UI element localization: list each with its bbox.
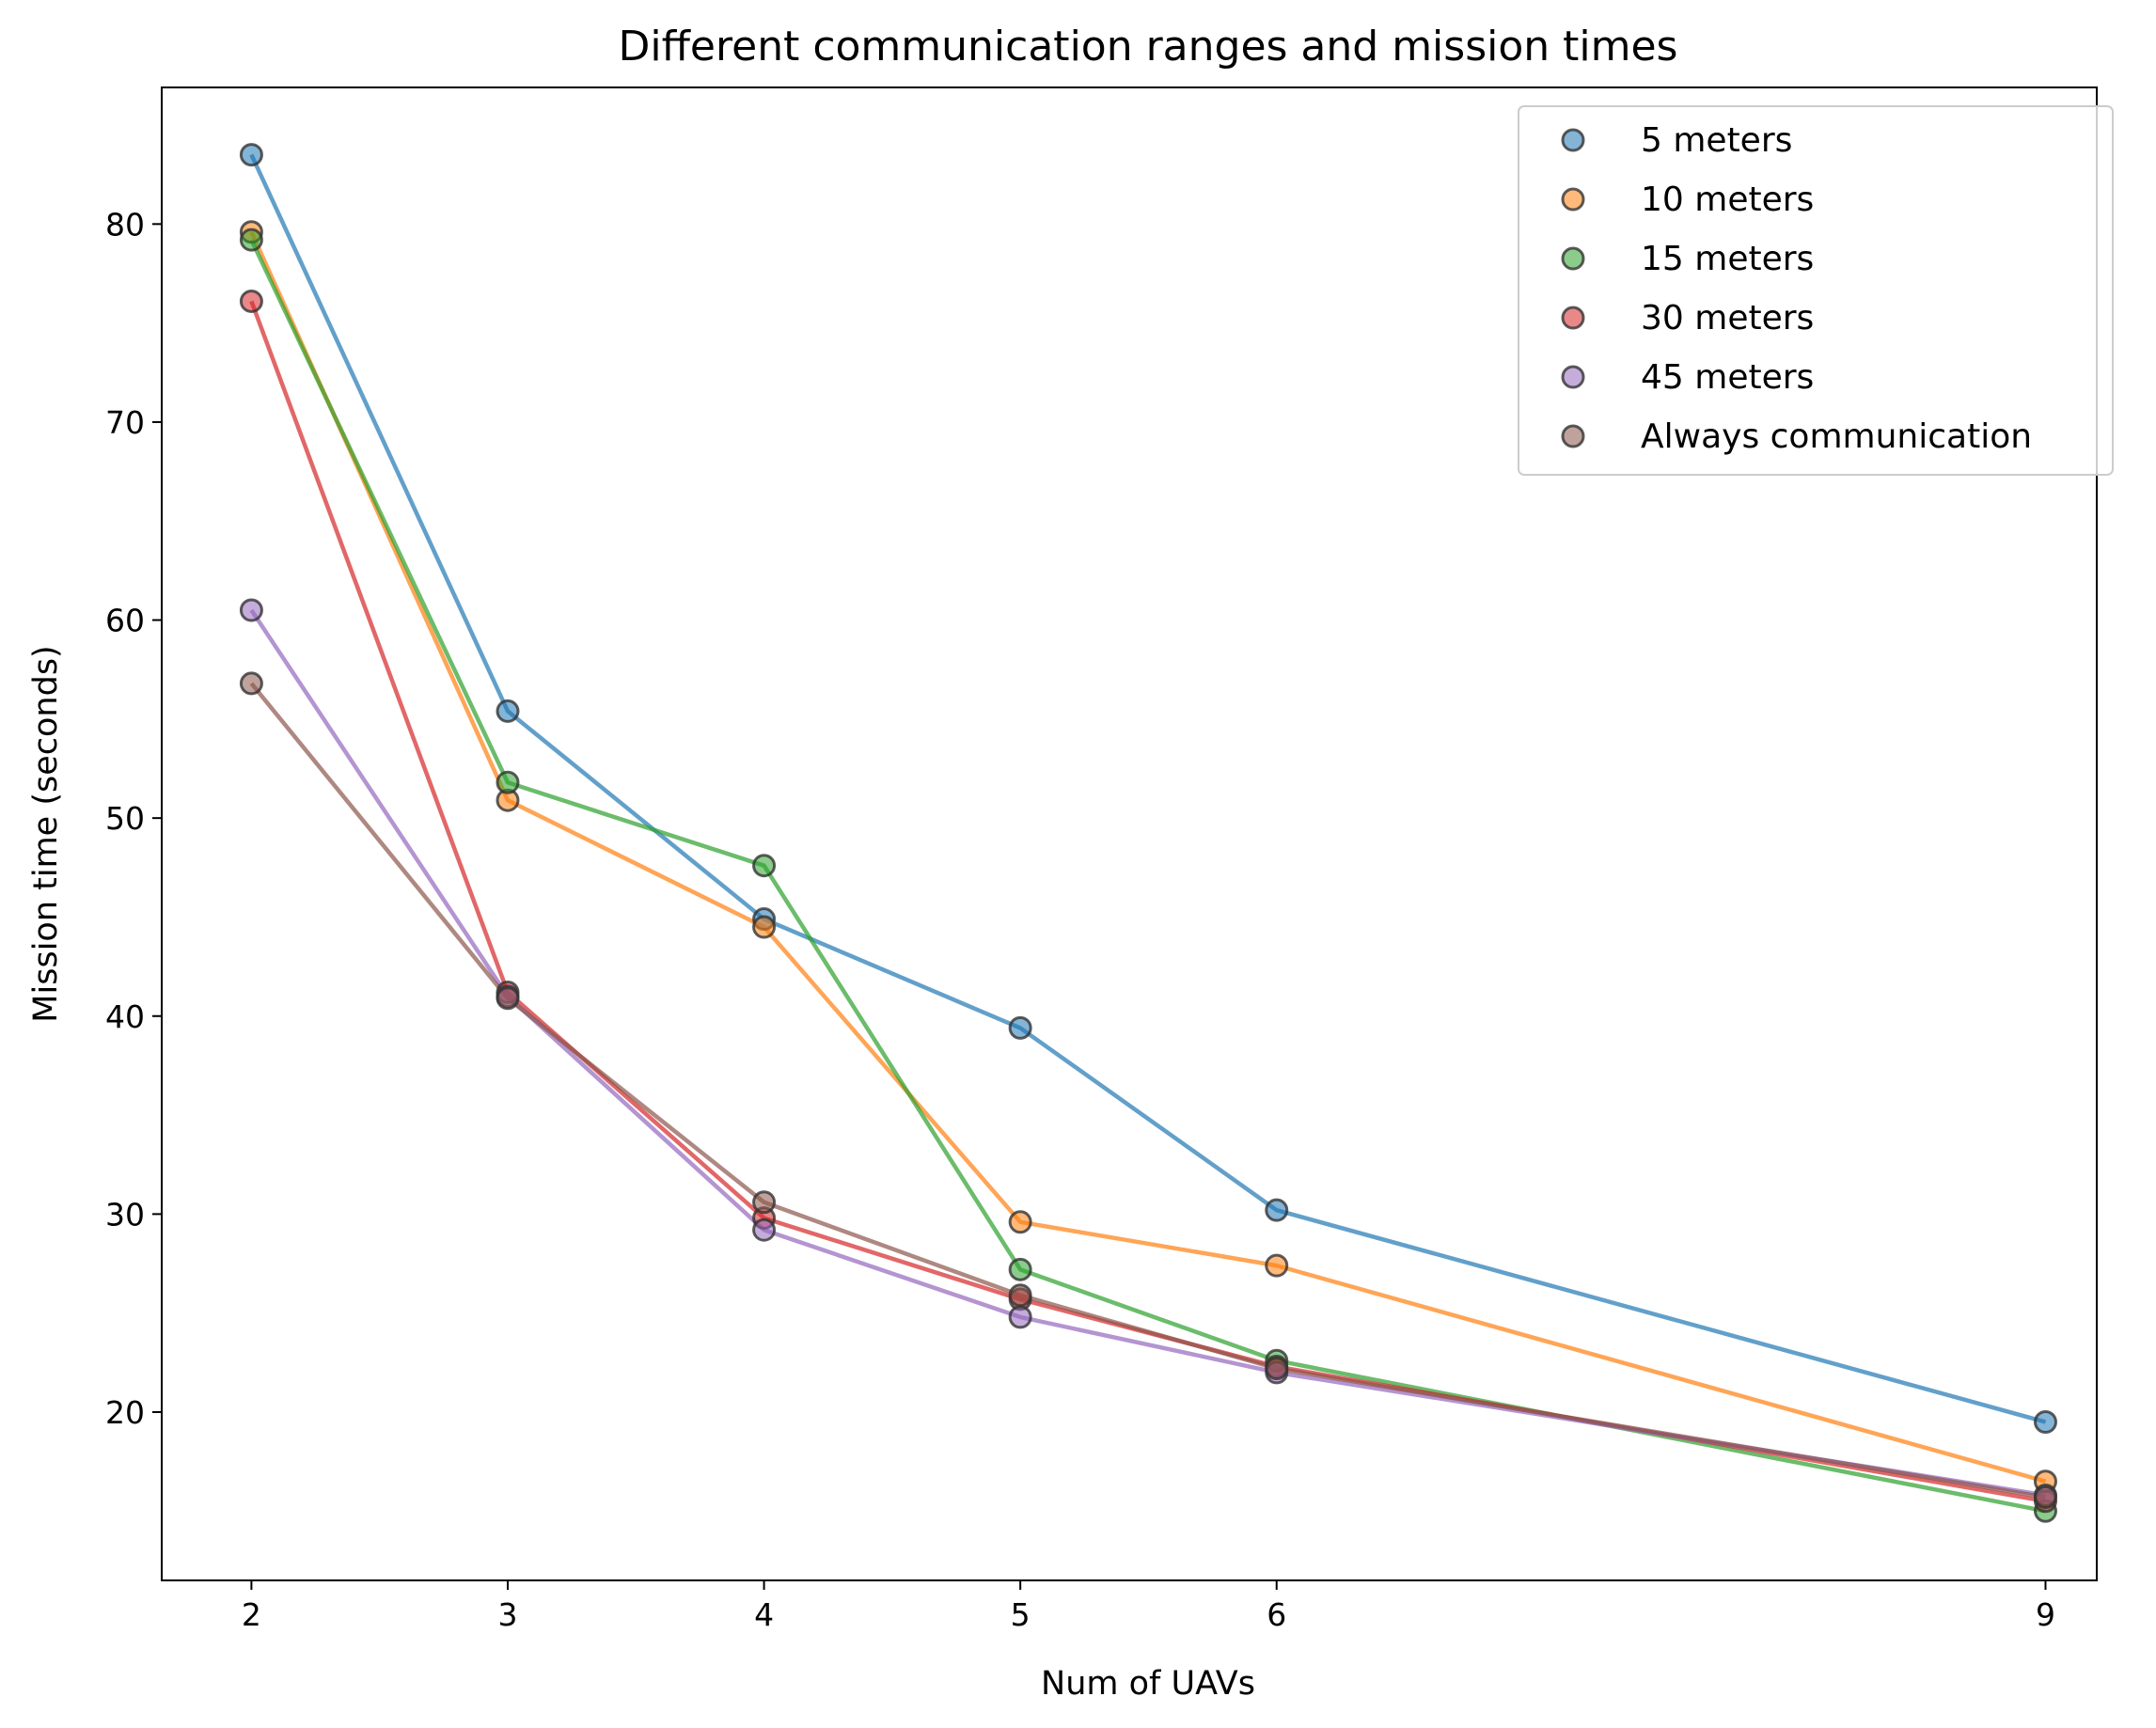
legend-marker bbox=[1561, 424, 1585, 448]
data-point bbox=[496, 986, 520, 1011]
data-point bbox=[496, 770, 520, 794]
data-point bbox=[239, 289, 263, 313]
data-point bbox=[752, 915, 777, 939]
data-point bbox=[752, 854, 777, 878]
y-tick-label: 70 bbox=[105, 404, 145, 441]
x-tick-label: 3 bbox=[497, 1596, 517, 1633]
chart-title: Different communication ranges and missi… bbox=[619, 23, 1678, 71]
data-point bbox=[239, 143, 263, 167]
legend-box bbox=[1518, 105, 2114, 476]
series-line bbox=[249, 608, 2046, 1498]
x-axis-label: Num of UAVs bbox=[1041, 1665, 1255, 1703]
legend-marker bbox=[1561, 128, 1585, 152]
legend-marker bbox=[1561, 306, 1585, 330]
data-point bbox=[1265, 1198, 1289, 1222]
legend-marker bbox=[1561, 365, 1585, 389]
x-tick-label: 6 bbox=[1267, 1596, 1286, 1633]
data-point bbox=[1008, 1283, 1032, 1308]
data-point bbox=[752, 1190, 777, 1215]
y-tick-label: 30 bbox=[105, 1196, 145, 1233]
data-point bbox=[239, 598, 263, 622]
data-point bbox=[239, 671, 263, 696]
data-point bbox=[239, 228, 263, 252]
legend-label: 30 meters bbox=[1641, 299, 1814, 338]
plot-area bbox=[239, 143, 2057, 1523]
legend-marker bbox=[1561, 246, 1585, 271]
data-point bbox=[496, 699, 520, 723]
data-point bbox=[1265, 1253, 1289, 1278]
data-point bbox=[2033, 1410, 2057, 1435]
legend-marker bbox=[1561, 187, 1585, 212]
legend-label: 10 meters bbox=[1641, 181, 1814, 219]
y-axis-label: Mission time (seconds) bbox=[27, 645, 65, 1022]
data-point bbox=[1008, 1305, 1032, 1329]
series-line bbox=[249, 682, 2046, 1500]
x-tick-label: 4 bbox=[754, 1596, 774, 1633]
y-tick-label: 20 bbox=[105, 1394, 145, 1431]
legend-label: 5 meters bbox=[1641, 121, 1792, 160]
y-tick-label: 50 bbox=[105, 800, 145, 837]
plot-frame bbox=[161, 86, 2098, 1581]
y-tick-label: 40 bbox=[105, 998, 145, 1035]
series-line bbox=[249, 239, 2046, 1514]
data-point bbox=[1008, 1257, 1032, 1281]
data-point bbox=[2033, 1485, 2057, 1510]
axis-ticks: 2 3 4 5 6 9 20 30 40 50 60 70 80 bbox=[105, 206, 2055, 1633]
x-tick-label: 5 bbox=[1011, 1596, 1031, 1633]
y-tick-label: 60 bbox=[105, 603, 145, 639]
legend: 5 meters 10 meters 15 meters 30 meters 45 me… bbox=[1518, 105, 2114, 476]
data-point bbox=[1008, 1210, 1032, 1234]
legend-label: 45 meters bbox=[1641, 358, 1814, 397]
data-point bbox=[1008, 1015, 1032, 1040]
legend-label: 15 meters bbox=[1641, 240, 1814, 278]
series-line bbox=[249, 230, 2047, 1484]
legend-label: Always communication bbox=[1641, 417, 2032, 456]
data-point bbox=[752, 1217, 777, 1242]
y-tick-label: 80 bbox=[105, 206, 145, 243]
data-point bbox=[1265, 1357, 1289, 1381]
x-tick-label: 9 bbox=[2036, 1596, 2055, 1633]
series-line bbox=[249, 153, 2047, 1424]
x-tick-label: 2 bbox=[242, 1596, 261, 1633]
